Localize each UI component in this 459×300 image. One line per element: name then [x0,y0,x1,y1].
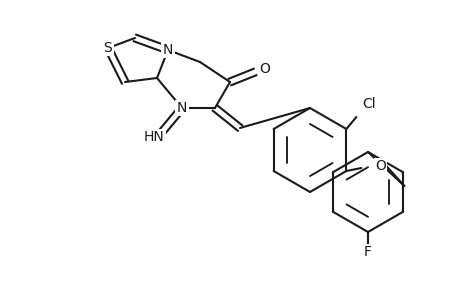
Text: S: S [103,41,112,55]
Text: N: N [176,101,187,115]
Text: F: F [363,245,371,259]
Text: O: O [374,159,385,173]
Text: N: N [162,43,173,57]
Text: O: O [259,62,270,76]
Text: Cl: Cl [362,97,375,111]
Text: HN: HN [143,130,164,144]
